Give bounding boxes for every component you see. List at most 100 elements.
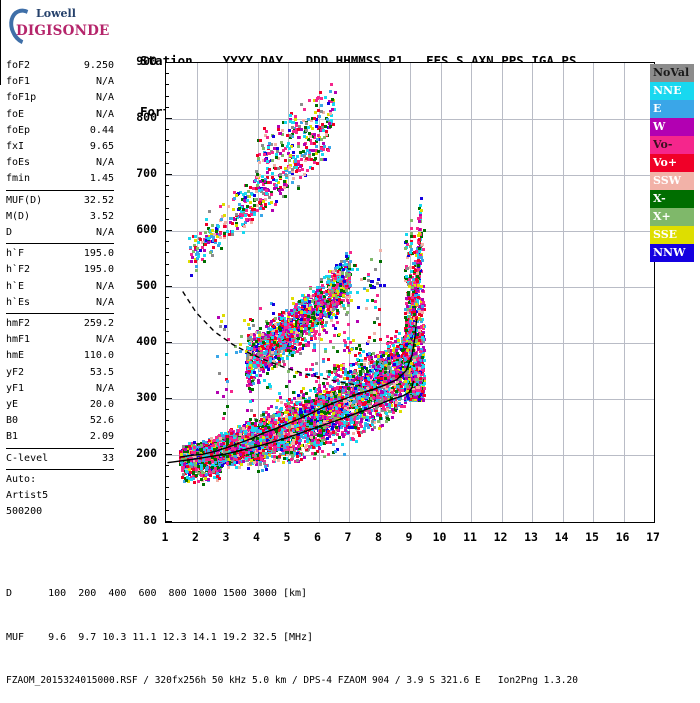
param-value: N/A bbox=[95, 227, 114, 239]
gridline-vertical bbox=[440, 63, 442, 522]
echo-point bbox=[234, 458, 238, 462]
param-row-hmf2: hmF2 259.2 bbox=[6, 316, 114, 332]
echo-point bbox=[324, 441, 328, 444]
param-row-fof2: foF2 9.250 bbox=[6, 58, 114, 74]
param-row-hes: h`Es N/A bbox=[6, 295, 114, 311]
echo-point bbox=[378, 424, 382, 428]
gridline-vertical bbox=[532, 63, 533, 522]
echo-point bbox=[332, 450, 336, 454]
echo-point bbox=[327, 384, 331, 388]
param-value: 52.6 bbox=[89, 415, 114, 427]
param-row-yf1: yF1 N/A bbox=[6, 381, 114, 397]
echo-point bbox=[236, 430, 240, 434]
param-divider bbox=[6, 313, 114, 315]
echo-point bbox=[340, 425, 344, 429]
echo-point bbox=[299, 430, 303, 434]
echo-point bbox=[199, 442, 203, 446]
param-value: 2.09 bbox=[89, 431, 114, 443]
param-key: h`Es bbox=[6, 296, 31, 308]
param-row-b1: B1 2.09 bbox=[6, 429, 114, 445]
param-value: 9.250 bbox=[83, 60, 114, 71]
param-divider bbox=[6, 447, 114, 449]
param-row-hf: h`F 195.0 bbox=[6, 246, 114, 262]
param-value: N/A bbox=[95, 280, 114, 292]
echo-point bbox=[365, 402, 369, 406]
param-value: 53.5 bbox=[89, 366, 114, 378]
param-row-mufd: MUF(D) 32.52 bbox=[6, 193, 114, 209]
param-key: D bbox=[6, 227, 13, 239]
param-row-foes: foEs N/A bbox=[6, 155, 114, 171]
logo-brand-bottom: DIGISONDE bbox=[16, 23, 110, 39]
logo-brand-top: Lowell bbox=[36, 7, 76, 20]
echo-point bbox=[293, 460, 297, 464]
echo-point bbox=[358, 352, 362, 356]
echo-point bbox=[393, 334, 397, 338]
gridline-vertical bbox=[227, 63, 228, 522]
echo-point bbox=[261, 459, 265, 463]
param-key: foF1p bbox=[6, 92, 37, 104]
param-key: foEp bbox=[6, 124, 31, 136]
echo-point bbox=[253, 417, 257, 421]
echo-point bbox=[391, 415, 395, 419]
param-row-foe: foE N/A bbox=[6, 107, 114, 123]
ionogram-plot-area[interactable] bbox=[165, 62, 655, 523]
ionogram-parameter-table: foF2 9.250 foF1 N/A foF1p N/A foE N/A foEp 0.44 fx… bbox=[6, 58, 114, 520]
param-value: N/A bbox=[95, 76, 114, 88]
echo-point bbox=[247, 466, 251, 470]
echo-point bbox=[254, 419, 258, 423]
param-key: hmF1 bbox=[6, 334, 31, 346]
param-row-he: h`E N/A bbox=[6, 279, 114, 295]
param-value: 259.2 bbox=[83, 318, 114, 330]
param-key: yF2 bbox=[6, 366, 25, 378]
param-row-b0: B0 52.6 bbox=[6, 413, 114, 429]
echo-point bbox=[392, 356, 396, 360]
param-row-d: D N/A bbox=[6, 225, 114, 241]
param-key: foF1 bbox=[6, 76, 31, 88]
echo-point bbox=[380, 363, 384, 367]
param-value: 3.52 bbox=[89, 210, 114, 222]
echo-point bbox=[347, 350, 351, 354]
echo-point bbox=[363, 427, 367, 431]
param-value: 195.0 bbox=[83, 248, 114, 260]
gridline-vertical bbox=[623, 63, 625, 522]
param-value: N/A bbox=[95, 382, 114, 394]
param-value: 32.52 bbox=[83, 194, 114, 206]
echo-point bbox=[304, 397, 308, 401]
param-key: h`F2 bbox=[6, 264, 31, 276]
gridline-vertical bbox=[257, 63, 259, 522]
echo-point bbox=[403, 405, 406, 409]
echo-point bbox=[313, 456, 317, 460]
param-value: 9.65 bbox=[89, 141, 114, 153]
param-value: N/A bbox=[95, 108, 114, 120]
param-note: Artist5 bbox=[6, 490, 49, 502]
param-key: yE bbox=[6, 399, 19, 411]
echo-point bbox=[397, 393, 401, 397]
param-key: MUF(D) bbox=[6, 194, 43, 206]
echo-point bbox=[418, 260, 422, 264]
gridline-vertical bbox=[562, 63, 564, 522]
echo-point bbox=[413, 308, 417, 312]
echo-point bbox=[304, 392, 308, 396]
param-divider bbox=[6, 468, 114, 470]
param-row-yf2: yF2 53.5 bbox=[6, 365, 114, 381]
echo-point bbox=[336, 381, 340, 385]
param-key: fmin bbox=[6, 173, 31, 185]
gridline-horizontal bbox=[166, 174, 654, 176]
param-value: N/A bbox=[95, 92, 114, 104]
param-value: 110.0 bbox=[83, 350, 114, 362]
gridline-vertical bbox=[379, 63, 381, 522]
param-note: Auto: bbox=[6, 473, 37, 485]
echo-point bbox=[304, 439, 308, 443]
echo-point bbox=[412, 279, 416, 283]
echo-point bbox=[244, 421, 248, 424]
echo-point bbox=[409, 338, 413, 342]
param-key: hmE bbox=[6, 350, 25, 362]
param-key: h`E bbox=[6, 280, 25, 292]
echo-point bbox=[308, 403, 312, 407]
param-divider bbox=[6, 189, 114, 191]
echo-point bbox=[372, 398, 376, 402]
echo-point bbox=[341, 370, 345, 374]
param-key: yF1 bbox=[6, 382, 25, 394]
echo-point bbox=[389, 361, 393, 365]
param-row-fmin: fmin 1.45 bbox=[6, 171, 114, 187]
